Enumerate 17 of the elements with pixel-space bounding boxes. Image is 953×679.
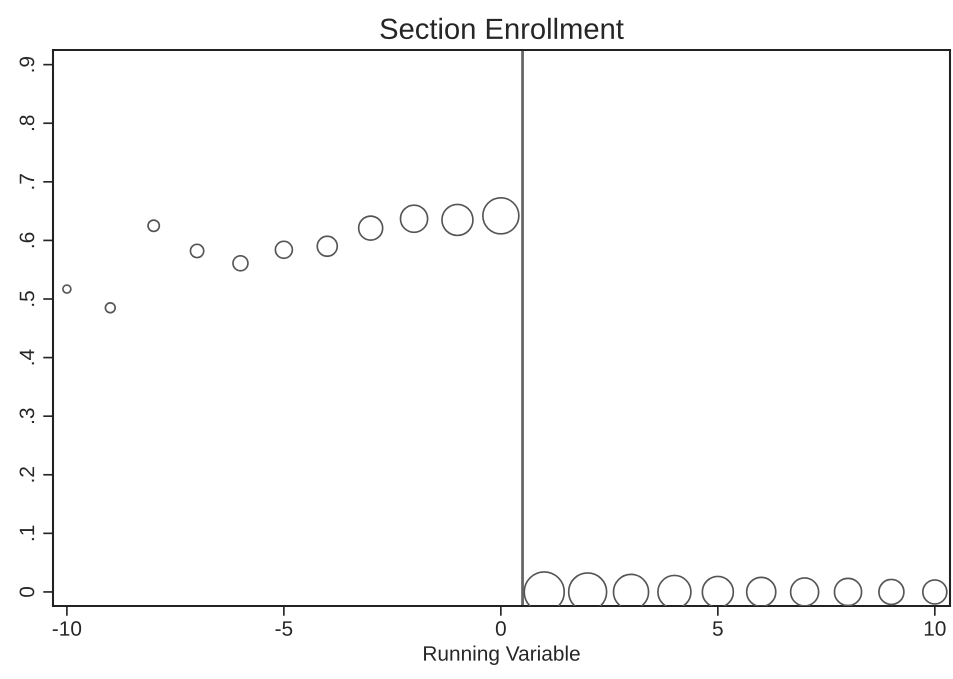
x-tick-label: -10	[52, 621, 82, 636]
y-tick-label: .2	[20, 467, 34, 482]
y-tick-label: .8	[20, 115, 34, 130]
y-tick-label: .6	[20, 232, 34, 248]
chart-title: Section Enrollment	[380, 18, 624, 40]
y-tick-label: .1	[20, 526, 34, 540]
y-tick-label: .9	[20, 56, 34, 72]
y-tick-label: 0	[20, 586, 34, 597]
x-axis-title: Running Variable	[424, 646, 580, 665]
y-tick-label: .4	[20, 350, 34, 364]
x-tick-label: 5	[712, 621, 723, 636]
y-tick-label: .7	[20, 174, 34, 189]
x-tick-label: -5	[276, 621, 292, 636]
x-tick-label: 10	[924, 621, 946, 636]
y-tick-label: .5	[20, 291, 34, 306]
x-tick-label: 0	[496, 621, 506, 636]
y-tick-label: .3	[20, 408, 34, 423]
